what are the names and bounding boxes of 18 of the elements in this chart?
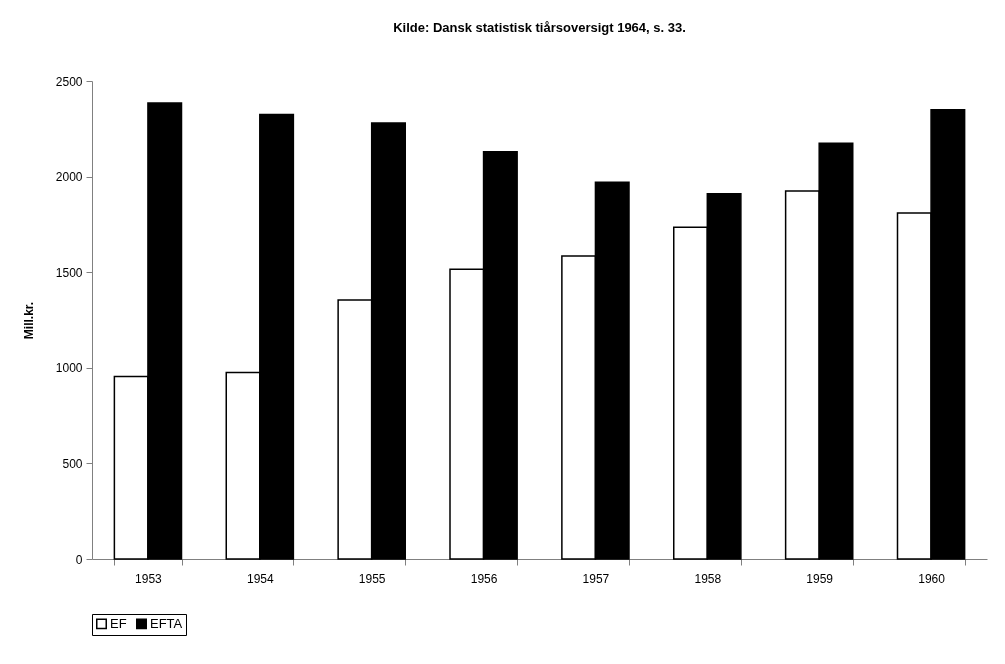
legend-label: EF xyxy=(110,615,127,631)
x-tick-label: 1959 xyxy=(806,571,834,586)
y-tick-label: 2500 xyxy=(55,74,83,89)
x-tick-label: 1954 xyxy=(246,571,274,586)
y-tick-label: 1500 xyxy=(55,265,83,280)
legend-label: EFTA xyxy=(150,615,183,631)
x-tick-label: 1955 xyxy=(358,571,386,586)
y-tick-label: 2000 xyxy=(55,170,83,185)
x-tick-label: 1953 xyxy=(135,571,163,586)
chart-title: Kilde: Dansk statistisk tiårsoversigt 1964, s. 33. xyxy=(393,20,686,35)
y-axis-title: Mill.kr. xyxy=(21,301,36,340)
x-tick-label: 1957 xyxy=(582,571,610,586)
x-tick-label: 1958 xyxy=(694,571,722,586)
x-tick-label: 1956 xyxy=(470,571,498,586)
y-tick-label: 500 xyxy=(62,456,83,471)
y-tick-label: 0 xyxy=(75,552,83,567)
x-tick-label: 1960 xyxy=(918,571,946,586)
y-tick-label: 1000 xyxy=(55,361,83,376)
